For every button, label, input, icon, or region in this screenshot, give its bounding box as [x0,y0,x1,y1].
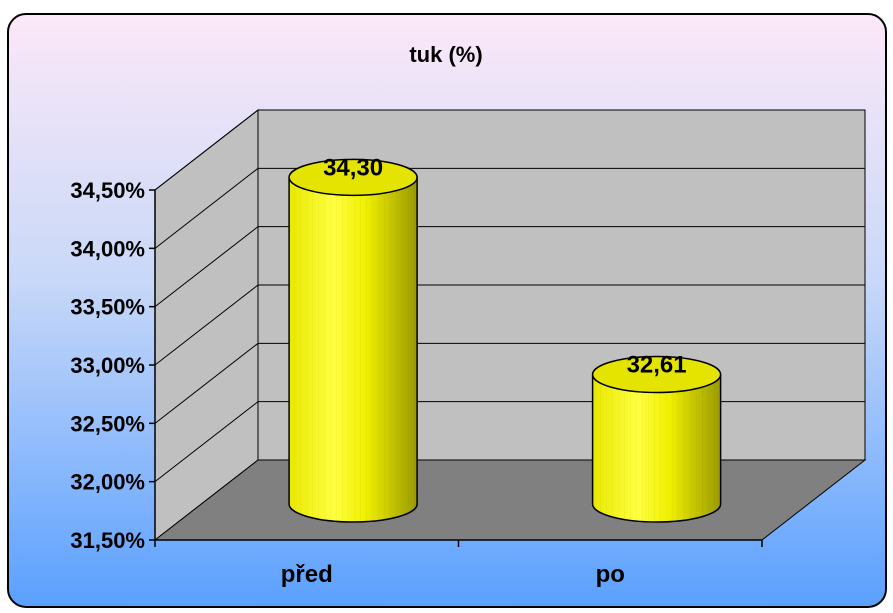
gridline [154,284,865,366]
bar-top [591,355,722,394]
y-tick-label: 34,00% [70,236,145,261]
y-tick-label: 32,50% [70,411,145,436]
data-label: 32,61 [627,352,687,379]
y-tick-label: 34,50% [70,178,145,203]
bar-top [288,158,418,197]
y-tick-label: 33,00% [70,353,145,378]
x-category-label: po [596,561,625,588]
y-tick-label: 33,50% [70,295,145,320]
bar-texture [289,177,418,523]
plot-area: 31,50% 32,00% 32,50% 33,00% 33,50% 34,00% 34,5… [70,108,867,588]
gridline [154,109,865,191]
bar-texture [592,374,721,522]
x-category-label: před [281,561,333,588]
data-label: 34,30 [323,154,383,181]
gridline [154,167,865,249]
chart-title: tuk (%) [409,42,482,67]
gridline [154,226,865,308]
y-tick-label: 31,50% [70,528,145,553]
y-tick-label: 32,00% [70,470,145,495]
gridline [154,342,865,424]
floor [153,459,867,541]
